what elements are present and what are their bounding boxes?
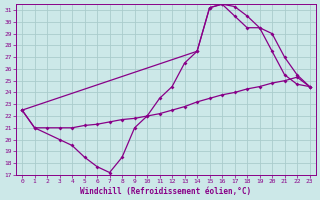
X-axis label: Windchill (Refroidissement éolien,°C): Windchill (Refroidissement éolien,°C) bbox=[80, 187, 252, 196]
